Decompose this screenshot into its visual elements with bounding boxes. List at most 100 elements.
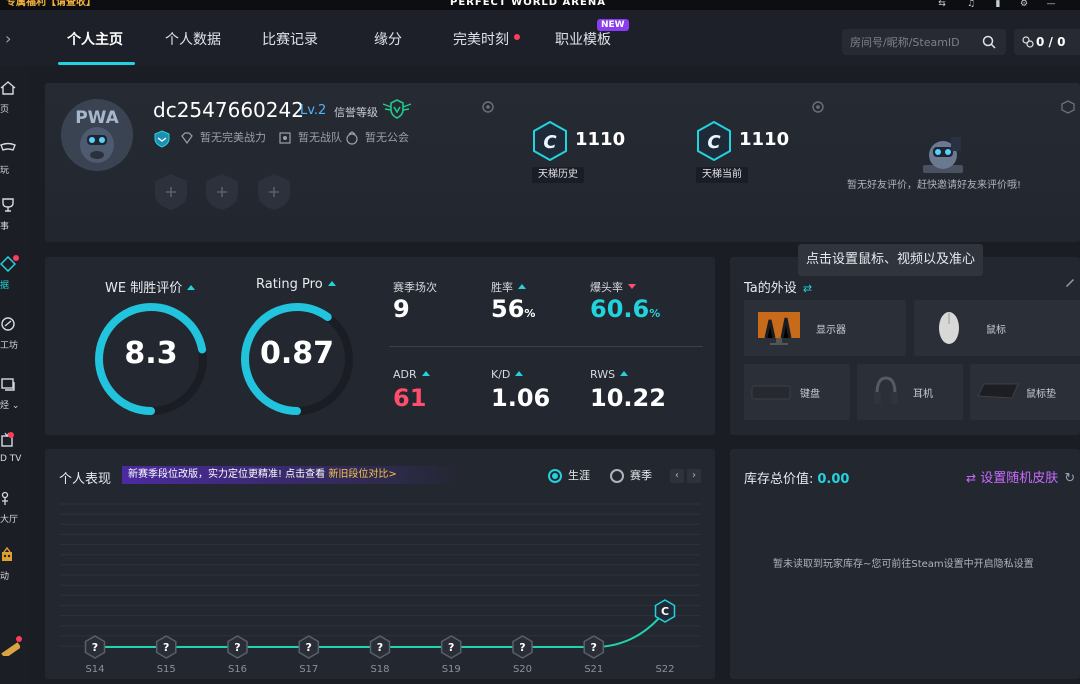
- gear-label: 显示器: [816, 325, 846, 336]
- season-marker-label: ?: [377, 641, 383, 654]
- gear-card-monitor[interactable]: 显示器: [744, 300, 906, 356]
- season-marker-label: ?: [306, 641, 312, 654]
- radio-selected-icon: [548, 469, 562, 483]
- sidebar-item-label: 工坊: [0, 341, 19, 351]
- promo-banner[interactable]: 专属福利【请查收】: [6, 0, 96, 8]
- title-bar: 专属福利【请查收】 PERFECT WORLD ARENA ⇆ ♫ ▮ ⚙ —: [0, 0, 1080, 10]
- banner-link[interactable]: 新旧段位对比>: [328, 469, 397, 480]
- sidebar-item-video[interactable]: 烃 ⌄: [0, 376, 30, 426]
- tab-pro-templates[interactable]: 职业模板: [555, 32, 611, 48]
- sidebar-item-tv[interactable]: D TV: [0, 432, 30, 482]
- stat-season-matches: 赛季场次 9: [393, 279, 489, 339]
- new-badge: NEW: [597, 19, 629, 31]
- edit-icon[interactable]: [1064, 276, 1076, 288]
- trend-up-icon: [187, 285, 196, 290]
- toggle-season[interactable]: 赛季: [610, 468, 652, 484]
- status-guild: 暂无公会: [345, 130, 409, 146]
- season-marker-s17[interactable]: ?: [298, 635, 320, 659]
- status-text: 暂无公会: [365, 131, 409, 144]
- rank-c-icon: C: [697, 121, 731, 161]
- minimize-icon[interactable]: —: [1046, 0, 1056, 9]
- trend-up-icon: [518, 284, 526, 289]
- stat-rws: RWS 10.22: [590, 368, 686, 428]
- chevron-left-icon[interactable]: ‹: [670, 469, 684, 483]
- bell-icon[interactable]: ♫: [966, 0, 976, 9]
- mail-icon[interactable]: ⇆: [938, 0, 946, 9]
- tab-homepage[interactable]: 个人主页: [67, 32, 123, 48]
- sidebar-item-home[interactable]: 页: [0, 80, 30, 130]
- stats-panel: WE 制胜评价 Rating Pro 8.3 0.87 赛季场次 9 胜率 56…: [45, 257, 715, 435]
- empty-badge-slot-1[interactable]: [152, 172, 190, 212]
- season-marker-s19[interactable]: ?: [440, 635, 462, 659]
- season-tick-label: S22: [655, 664, 674, 675]
- gear-card-headset[interactable]: 耳机: [857, 364, 963, 420]
- credit-level-label: 信誉等级: [334, 106, 378, 119]
- radio-icon: [610, 469, 624, 483]
- lobby-icon: [1, 491, 9, 505]
- avatar[interactable]: PWA: [61, 99, 133, 171]
- sidebar-item-events[interactable]: 事: [0, 197, 30, 247]
- season-marker-s20[interactable]: ?: [512, 635, 533, 659]
- season-update-banner[interactable]: 新赛季段位改版，实力定位更精准! 点击查看 新旧段位对比>: [122, 466, 462, 484]
- shuffle-icon[interactable]: ⇄: [802, 282, 813, 295]
- sidebar-item-workshop[interactable]: 工坊: [0, 316, 30, 366]
- tab-match-history[interactable]: 比赛记录: [262, 32, 318, 48]
- empty-badge-slot-3[interactable]: [255, 172, 293, 212]
- gauge-arc: [241, 303, 353, 415]
- search-icon[interactable]: [982, 35, 996, 49]
- wallet-balance[interactable]: 0 / 0: [1014, 29, 1080, 55]
- season-chart: ? S14? S15? S16? S17? S18? S19? S20? S21 C S22: [60, 503, 700, 675]
- gauge-title-rating: Rating Pro: [256, 277, 336, 292]
- refresh-icon[interactable]: ↻: [1064, 471, 1076, 486]
- sidebar-item-label: 事: [0, 222, 10, 232]
- sidebar-item-data[interactable]: 据: [0, 255, 30, 306]
- settings-gear-icon[interactable]: [481, 100, 495, 114]
- season-marker-s16[interactable]: ?: [227, 635, 248, 659]
- chevron-right-icon[interactable]: ›: [5, 29, 12, 48]
- trophy-icon: [2, 198, 14, 212]
- sidebar-item-lobby[interactable]: 大厅: [0, 490, 30, 540]
- gear-card-keyboard[interactable]: 键盘: [744, 364, 850, 420]
- season-marker-s14[interactable]: ?: [84, 635, 106, 659]
- empty-badge-slot-2[interactable]: [203, 172, 241, 212]
- tooltip: 点击设置鼠标、视频以及准心: [798, 244, 984, 276]
- season-marker-s18[interactable]: ?: [369, 635, 391, 659]
- status-text: 暂无战队: [298, 131, 342, 144]
- season-marker-label: C: [661, 605, 669, 618]
- gauge-we-rating: 8.3: [92, 300, 210, 418]
- gear-card-mouse[interactable]: 鼠标: [914, 300, 1080, 356]
- season-marker-s15[interactable]: ?: [155, 635, 177, 659]
- chevron-right-icon[interactable]: ›: [687, 469, 701, 483]
- sidebar-item-label: D TV: [0, 454, 22, 464]
- rank-shield-icon: [154, 130, 170, 148]
- signal-icon[interactable]: ▮: [995, 0, 1001, 9]
- cube-icon[interactable]: [1061, 100, 1075, 114]
- sidebar-item-label: 页: [0, 105, 10, 115]
- toggle-career[interactable]: 生涯: [548, 468, 590, 484]
- rank-value: 1110: [739, 129, 790, 150]
- credit-shield-icon[interactable]: [381, 98, 413, 120]
- tab-personal-data[interactable]: 个人数据: [165, 32, 221, 48]
- tab-fate[interactable]: 缘分: [374, 32, 402, 48]
- stat-label: K/D: [491, 368, 524, 381]
- tab-perfect-moments[interactable]: 完美时刻: [453, 32, 509, 48]
- search-input[interactable]: [842, 29, 976, 55]
- svg-text:PWA: PWA: [75, 108, 119, 128]
- gear-card-mousepad[interactable]: 鼠标垫: [970, 364, 1080, 420]
- main-nav: › 个人主页 个人数据 比赛记录 缘分 完美时刻 职业模板 NEW 0 / 0: [0, 10, 1080, 66]
- stat-headshot-rate: 爆头率 60.6%: [590, 279, 686, 339]
- gauge-value: 8.3: [124, 336, 178, 371]
- settings-gear-icon[interactable]: [811, 100, 825, 114]
- status-perfect-power: 暂无完美战力: [180, 130, 266, 146]
- sidebar-item-play[interactable]: 玩: [0, 141, 30, 191]
- sidebar-item-gift[interactable]: [0, 636, 30, 684]
- settings-icon[interactable]: ⚙: [1019, 0, 1029, 9]
- random-skin-button[interactable]: ⇄ 设置随机皮肤 ↻: [966, 467, 1075, 486]
- season-tick-label: S21: [584, 664, 603, 675]
- season-marker-s21[interactable]: ?: [583, 635, 605, 659]
- inventory-panel: 库存总价值: 0.00 ⇄ 设置随机皮肤 ↻ 暂未读取到玩家库存~您可前往Stea…: [730, 449, 1080, 679]
- rank-card-history: C 1110 天梯历史: [532, 121, 652, 185]
- inventory-label: 库存总价值:: [744, 472, 814, 487]
- season-marker-s22[interactable]: C: [654, 599, 676, 623]
- sidebar-item-activity[interactable]: 动: [0, 547, 30, 597]
